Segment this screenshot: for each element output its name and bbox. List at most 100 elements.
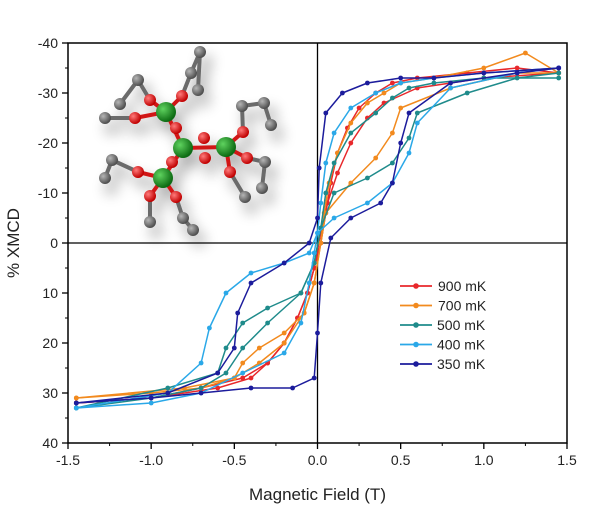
data-point — [281, 350, 287, 356]
data-point — [431, 80, 437, 86]
data-point — [390, 180, 395, 186]
data-point — [318, 200, 324, 206]
data-point — [348, 105, 354, 111]
data-point — [148, 400, 154, 406]
data-point — [365, 200, 370, 206]
data-point — [378, 200, 384, 206]
data-point — [316, 165, 322, 171]
y-tick-label: -40 — [38, 35, 58, 51]
data-point — [373, 155, 379, 161]
data-point — [373, 110, 379, 116]
y-tick-label: -20 — [38, 135, 58, 151]
data-point — [306, 280, 312, 286]
legend: 900 mK 700 mK 500 mK 400 mK 350 mK — [400, 278, 487, 372]
data-point — [406, 135, 412, 141]
data-point — [281, 330, 287, 336]
data-point — [198, 360, 204, 366]
data-point — [315, 215, 320, 221]
data-point — [148, 395, 154, 401]
data-point — [340, 90, 345, 96]
data-point — [331, 160, 337, 166]
legend-label: 400 mK — [437, 337, 486, 353]
data-point — [398, 140, 404, 146]
x-tick-label: 0.0 — [308, 452, 328, 468]
y-tick-label: 10 — [42, 285, 58, 301]
y-tick-label: -30 — [38, 85, 58, 101]
data-point — [311, 375, 317, 381]
data-point — [323, 190, 329, 196]
data-point — [323, 160, 329, 166]
data-point — [240, 375, 246, 381]
data-point — [73, 395, 79, 401]
data-point — [348, 120, 354, 126]
data-point — [207, 325, 212, 331]
data-point — [390, 80, 395, 86]
data-point — [406, 85, 412, 91]
data-point — [315, 330, 320, 336]
data-point — [514, 75, 520, 81]
legend-label: 350 mK — [437, 356, 486, 372]
legend-swatch-marker — [413, 361, 419, 367]
data-point — [556, 65, 562, 71]
data-point — [298, 320, 304, 326]
data-point — [481, 70, 487, 76]
molecule-inset-image — [99, 46, 277, 236]
data-point — [398, 105, 404, 111]
legend-swatch-marker — [413, 341, 419, 348]
legend-label: 700 mK — [438, 298, 487, 314]
y-tick-label: 30 — [42, 385, 58, 401]
data-point — [514, 70, 520, 76]
data-point — [365, 100, 370, 106]
data-point — [373, 90, 379, 96]
data-point — [481, 65, 487, 71]
x-tick-label: -1.0 — [139, 452, 163, 468]
data-point — [556, 70, 562, 76]
data-point — [414, 110, 420, 116]
data-point — [306, 250, 312, 256]
data-point — [306, 240, 312, 246]
data-point — [311, 280, 317, 286]
data-point — [406, 110, 412, 116]
x-tick-label: 1.5 — [557, 452, 577, 468]
data-point — [215, 385, 221, 391]
data-point — [248, 375, 254, 381]
data-point — [223, 345, 229, 351]
data-point — [198, 390, 204, 396]
data-point — [290, 385, 295, 391]
data-point — [240, 320, 246, 326]
data-point — [248, 280, 254, 286]
data-point — [365, 80, 370, 86]
data-point — [356, 105, 362, 111]
data-point — [414, 120, 420, 126]
y-tick-label: -10 — [38, 185, 58, 201]
data-point — [406, 150, 412, 156]
data-point — [398, 80, 404, 86]
data-point — [256, 345, 262, 351]
data-point — [235, 310, 241, 316]
x-tick-label: 0.5 — [391, 452, 411, 468]
data-point — [556, 75, 562, 81]
data-point — [215, 370, 221, 376]
data-point — [231, 345, 237, 351]
data-point — [315, 230, 320, 236]
data-point — [223, 290, 229, 296]
data-point — [223, 370, 229, 376]
y-tick-label: 40 — [42, 435, 58, 451]
series-line-down — [76, 77, 559, 409]
data-point — [431, 75, 437, 81]
data-point — [318, 240, 324, 246]
legend-label: 900 mK — [438, 278, 487, 294]
y-axis-title: % XMCD — [4, 208, 23, 278]
data-point — [348, 140, 354, 146]
legend-swatch-marker — [413, 302, 419, 309]
data-point — [323, 110, 329, 116]
data-point — [281, 260, 287, 266]
data-point — [318, 280, 324, 286]
data-point — [335, 170, 340, 176]
data-point — [464, 90, 470, 96]
series-350-mk — [73, 65, 562, 406]
data-point — [165, 390, 171, 396]
ticks-layer: -1.5 -1.0 -0.5 0.0 0.5 1.0 1.5 -40 -30 -20 -10 0 10 2… — [38, 35, 577, 468]
data-point — [73, 400, 79, 406]
